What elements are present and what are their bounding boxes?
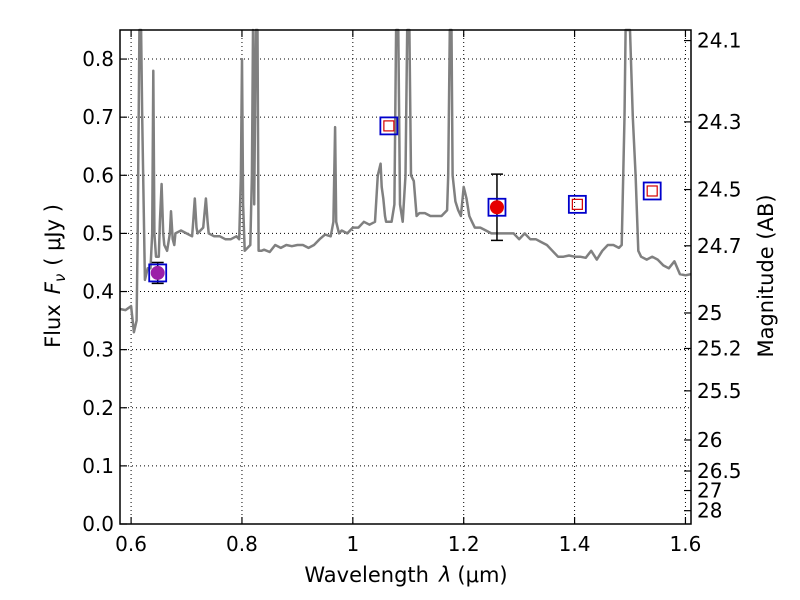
- x-tick-label: 0.6: [115, 532, 147, 556]
- y2-tick-label: 26.5: [697, 459, 742, 483]
- x-tick-label: 1.6: [670, 532, 702, 556]
- model-flux-box: [148, 263, 168, 283]
- x-tick-label: 1.4: [559, 532, 591, 556]
- y-tick-label: 0.7: [82, 105, 114, 129]
- model-spectrum-line: [119, 28, 692, 334]
- y-axis-ticks: 0.0 0.1 0.2 0.3 0.4 0.5 0.6 0.7 0.8: [82, 47, 127, 536]
- model-flux-box: [642, 181, 662, 201]
- y-tick-label: 0.5: [82, 221, 114, 245]
- observed-flux-point: [383, 120, 395, 132]
- y2-axis-title: Magnitude (AB): [754, 194, 778, 357]
- observed-flux-point: [489, 200, 504, 215]
- model-flux-box: [567, 194, 587, 214]
- y2-tick-label: 25.5: [697, 379, 742, 403]
- x-axis-ticks: 0.6 0.8 1 1.2 1.4 1.6: [115, 30, 701, 556]
- x-tick-label: 1: [346, 532, 359, 556]
- y2-tick-label: 24.7: [697, 234, 742, 258]
- model-flux-box: [487, 197, 507, 217]
- photometry-points: [148, 116, 662, 285]
- x-tick-label: 0.8: [226, 532, 258, 556]
- model-flux-box: [379, 116, 399, 136]
- y2-tick-label: 27: [697, 479, 722, 503]
- observed-flux-point: [571, 198, 583, 210]
- y-tick-label: 0.0: [82, 512, 114, 536]
- y-tick-label: 0.2: [82, 396, 114, 420]
- y2-tick-label: 25.2: [697, 336, 742, 360]
- y2-tick-label: 24.1: [697, 29, 742, 53]
- y2-tick-label: 26: [697, 428, 722, 452]
- observed-flux-point: [646, 185, 658, 197]
- x-axis-title: Wavelength λ (μm): [304, 563, 507, 587]
- axes-frame: [119, 29, 692, 525]
- y2-tick-label: 24.3: [697, 110, 742, 134]
- observed-flux-point: [150, 265, 165, 280]
- y2-tick-label: 24.5: [697, 178, 742, 202]
- y-tick-label: 0.6: [82, 163, 114, 187]
- y-axis-title: FluxFν( μJy ): [41, 204, 69, 348]
- plot-frame: [119, 29, 692, 525]
- y-tick-label: 0.4: [82, 280, 114, 304]
- y-tick-label: 0.3: [82, 338, 114, 362]
- x-tick-label: 1.2: [448, 532, 480, 556]
- y2-tick-label: 28: [697, 499, 722, 523]
- y2-tick-label: 25: [697, 301, 722, 325]
- y-tick-label: 0.1: [82, 454, 114, 478]
- y-tick-label: 0.8: [82, 47, 114, 71]
